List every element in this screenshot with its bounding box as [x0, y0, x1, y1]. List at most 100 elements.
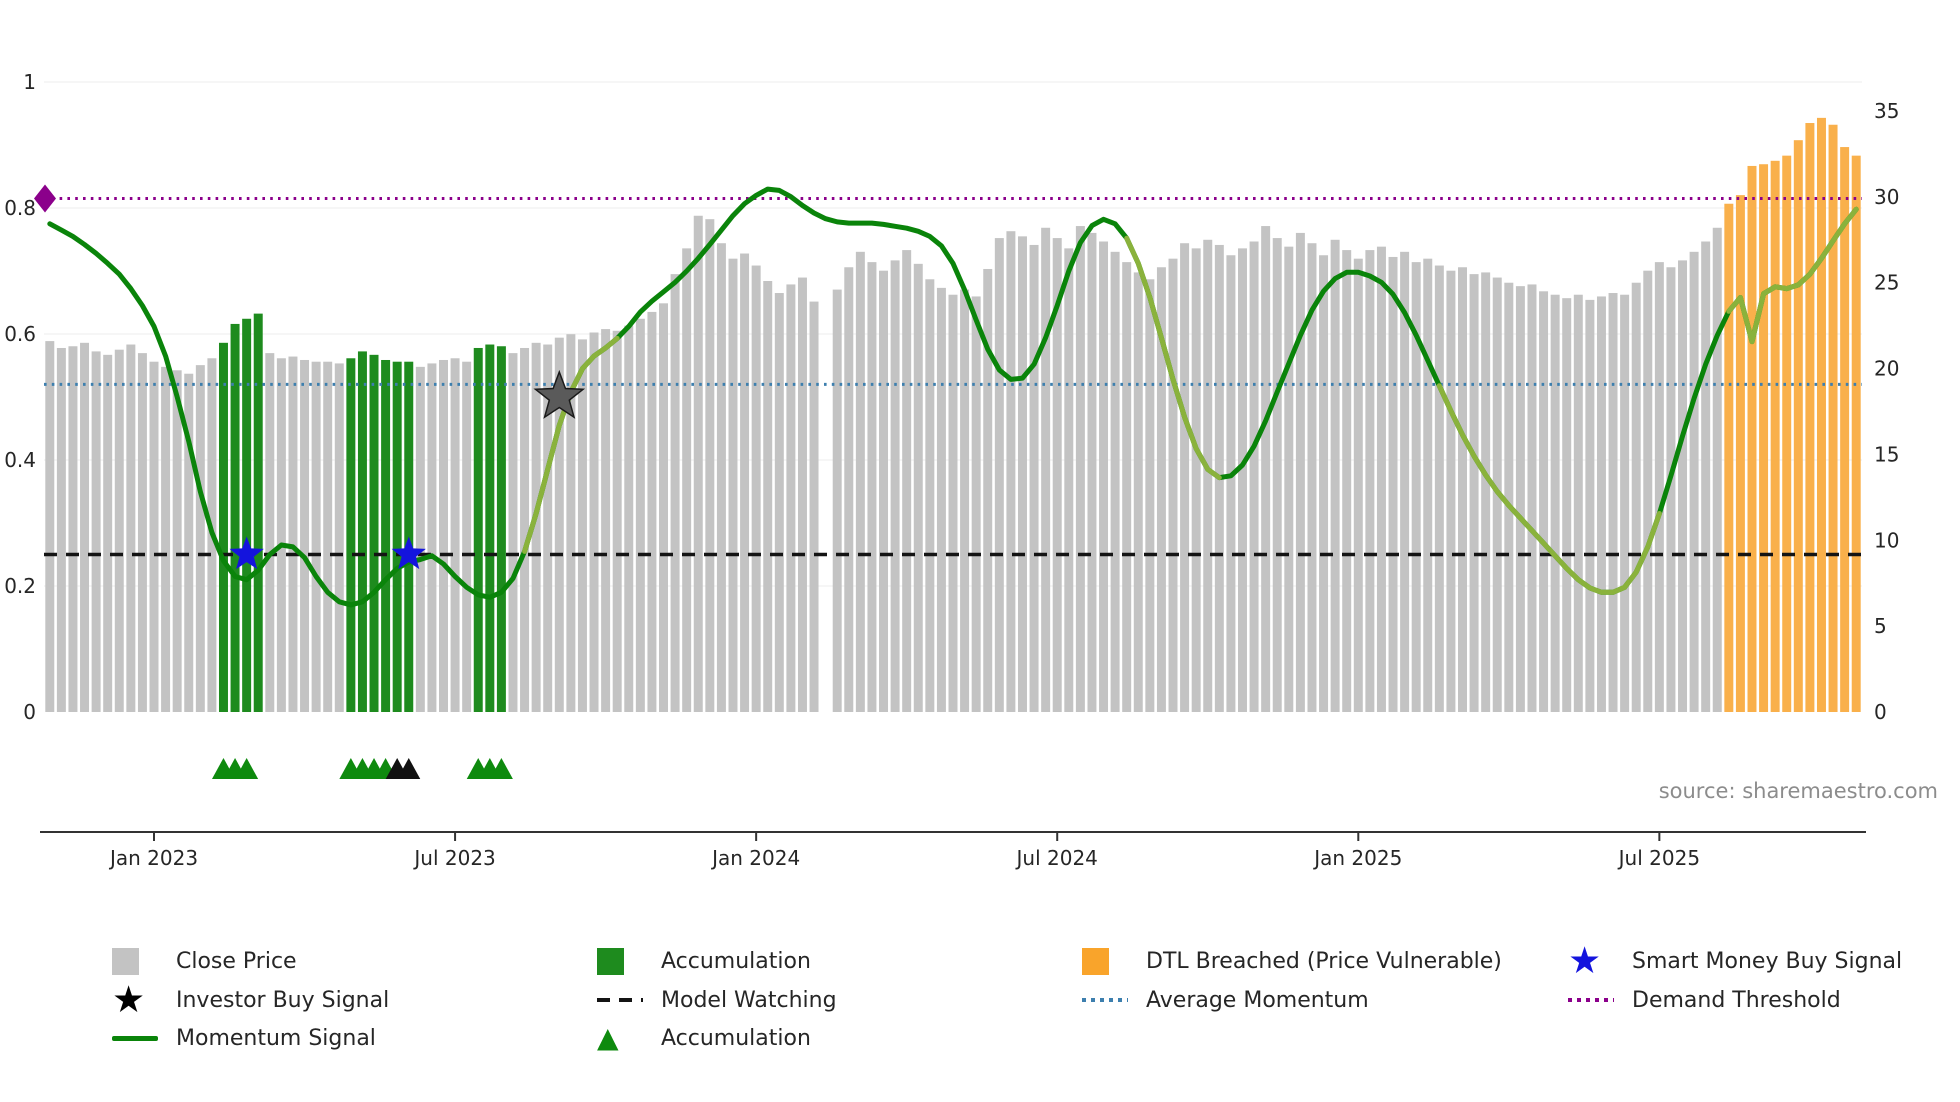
momentum-signal-line-light: [1124, 235, 1222, 481]
right-tick-label: 20: [1874, 357, 1899, 381]
right-tick-label: 35: [1874, 99, 1899, 123]
demand-threshold-marker: [34, 184, 56, 213]
close-price-bar: [1238, 248, 1247, 712]
close-price-bar: [1585, 299, 1595, 712]
close-price-bar: [1550, 294, 1560, 712]
accumulation-bars-legend-label: Accumulation: [661, 948, 811, 974]
legend-item-accumulation-markers: ▲ Accumulation: [597, 1023, 811, 1053]
close-price-bar: [647, 311, 657, 712]
close-price-bar: [450, 358, 460, 712]
close-price-legend-icon: [112, 947, 160, 975]
close-price-bar: [1133, 272, 1143, 712]
right-tick-label: 30: [1874, 185, 1899, 209]
accumulation-bar: [230, 323, 240, 712]
close-price-bar: [612, 330, 622, 712]
close-price-bar: [161, 366, 171, 712]
investor-buy-signal-legend-icon: ★: [112, 978, 146, 1021]
close-price-bar: [1388, 256, 1398, 712]
left-tick-label: 0.8: [4, 196, 36, 220]
close-price-bar: [311, 361, 321, 712]
close-price-bar: [705, 219, 715, 712]
close-price-bar: [1562, 298, 1572, 712]
accumulation-markers-legend-label: Accumulation: [661, 1025, 811, 1051]
close-price-bar: [1307, 243, 1317, 712]
close-price-bar: [1180, 243, 1190, 712]
close-price-bar: [1249, 241, 1259, 712]
close-price-bar: [531, 342, 541, 712]
close-price-bar: [832, 289, 842, 712]
close-price-bar: [1515, 286, 1525, 712]
right-tick-label: 5: [1874, 614, 1887, 638]
legend-item-demand-threshold: Demand Threshold: [1568, 985, 1841, 1015]
close-price-bar: [195, 365, 205, 712]
close-price-bar: [1573, 294, 1583, 712]
close-price-bar: [56, 347, 66, 712]
close-price-bar: [1295, 232, 1305, 713]
momentum-signal-legend-label: Momentum Signal: [176, 1025, 376, 1051]
close-price-bar: [693, 215, 703, 712]
close-price-bar: [1631, 282, 1641, 712]
x-tick-label: Jan 2025: [1312, 846, 1402, 870]
x-axis-labels: Jan 2023 Jul 2023 Jan 2024 Jul 2024 Jan 2025…: [108, 832, 1700, 870]
accumulation-triangle: [489, 758, 513, 779]
close-price-bar: [1272, 238, 1282, 712]
close-price-bar: [1203, 239, 1213, 713]
close-price-bar: [1504, 282, 1514, 712]
close-price-bar: [520, 347, 530, 712]
close-price-bar: [114, 349, 124, 712]
close-price-bar: [91, 351, 101, 712]
close-price-bar: [774, 293, 784, 712]
left-tick-label: 1: [23, 70, 36, 94]
close-price-bar: [149, 361, 159, 712]
close-price-bar: [716, 243, 726, 712]
close-price-bar: [554, 337, 564, 712]
close-price-bar: [68, 346, 78, 712]
close-price-bar: [1400, 251, 1410, 712]
smart-money-buy-signal-legend-label: Smart Money Buy Signal: [1632, 948, 1903, 974]
left-axis-labels: 0 0.2 0.4 0.6 0.8 1: [4, 70, 36, 724]
accumulation-bar: [346, 358, 356, 712]
legend-item-dtl-breached: DTL Breached (Price Vulnerable): [1082, 946, 1502, 976]
close-price-bar: [1145, 279, 1155, 712]
legend-item-close-price: Close Price: [112, 946, 297, 976]
legend-item-momentum-signal: Momentum Signal: [112, 1023, 376, 1053]
dtl-breached-bar: [1770, 160, 1780, 713]
close-price-bar: [1156, 267, 1166, 712]
accumulation-bar: [496, 346, 506, 712]
close-price-bar: [809, 301, 819, 712]
close-price-bar: [334, 363, 344, 712]
close-price-bar: [1365, 250, 1375, 712]
accumulation-bar: [473, 347, 483, 712]
close-price-bar: [913, 263, 923, 712]
investor-buy-signal-legend-label: Investor Buy Signal: [176, 987, 390, 1013]
right-tick-label: 0: [1874, 700, 1887, 724]
close-price-bar: [462, 361, 472, 712]
close-price-bar: [1446, 270, 1456, 712]
close-price-legend-label: Close Price: [176, 948, 297, 974]
close-price-bar: [1041, 227, 1051, 712]
dtl-breached-bar: [1851, 155, 1861, 712]
price-momentum-chart: source: sharemaestro.com Jan 2023 Jul 202…: [4, 70, 1938, 870]
close-price-bar: [1469, 274, 1479, 712]
close-price-bar: [1075, 226, 1085, 713]
price-bars: [45, 117, 1861, 713]
close-price-bar: [786, 284, 796, 712]
close-price-bar: [1284, 246, 1294, 712]
close-price-bar: [670, 274, 680, 712]
close-price-bar: [1596, 296, 1606, 712]
close-price-bar: [1527, 284, 1537, 712]
model-watching-legend-icon: [597, 998, 645, 1002]
chart-legend: Close Price ★ Investor Buy Signal Momentum …: [0, 910, 1960, 1100]
close-price-bar: [1319, 255, 1329, 713]
dtl-breached-bar: [1793, 140, 1803, 712]
right-tick-label: 10: [1874, 528, 1899, 552]
close-price-bar: [1539, 291, 1549, 712]
close-price-bar: [300, 359, 310, 712]
dtl-breached-bar: [1840, 147, 1850, 712]
close-price-bar: [659, 303, 668, 712]
legend-item-smart-money-buy-signal: ★ Smart Money Buy Signal: [1568, 942, 1903, 979]
investor-buy-signal-star: [533, 369, 586, 419]
close-price-bar: [925, 279, 935, 712]
close-price-bar: [323, 361, 333, 712]
